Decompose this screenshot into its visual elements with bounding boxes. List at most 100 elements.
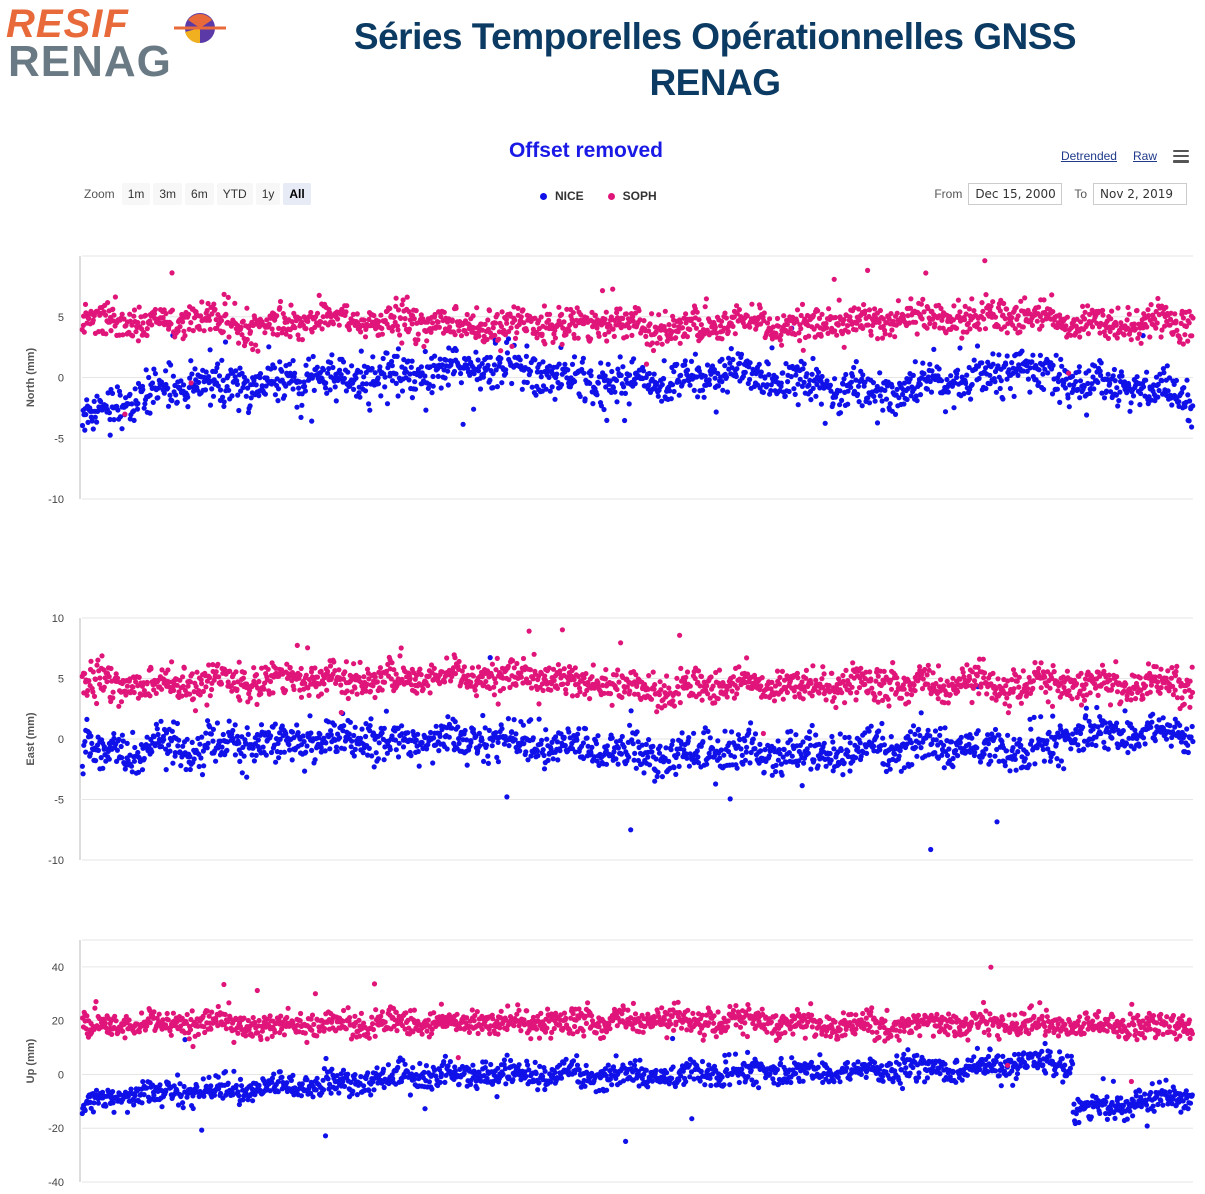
data-point xyxy=(517,357,523,363)
raw-link[interactable]: Raw xyxy=(1132,149,1157,163)
data-point xyxy=(538,374,544,380)
data-point xyxy=(752,731,759,737)
data-point xyxy=(566,328,572,334)
data-point xyxy=(175,743,181,749)
data-point xyxy=(351,661,357,667)
data-point xyxy=(787,737,794,743)
data-point xyxy=(1010,745,1016,751)
data-point xyxy=(1189,723,1195,730)
data-point xyxy=(505,336,512,342)
data-point xyxy=(292,325,298,331)
data-point xyxy=(375,375,381,381)
data-point xyxy=(848,379,855,385)
data-point xyxy=(1136,743,1142,749)
data-point xyxy=(156,385,162,391)
data-point xyxy=(1167,723,1173,729)
data-point xyxy=(504,350,510,356)
data-point xyxy=(95,657,101,663)
data-point xyxy=(778,380,784,386)
data-point xyxy=(394,353,400,359)
zoom-6m-button[interactable]: 6m xyxy=(185,183,214,205)
data-point xyxy=(486,727,492,734)
data-point xyxy=(566,729,572,735)
data-point xyxy=(129,401,135,407)
data-point xyxy=(545,757,551,764)
data-point xyxy=(747,376,753,383)
data-point xyxy=(111,417,117,423)
data-point xyxy=(84,716,90,723)
data-point xyxy=(480,712,486,719)
data-point xyxy=(432,353,438,359)
data-point xyxy=(901,380,908,386)
data-point xyxy=(841,344,847,350)
data-point xyxy=(190,328,196,334)
data-point xyxy=(775,738,781,744)
zoom-ytd-button[interactable]: YTD xyxy=(216,183,253,205)
from-date-input[interactable] xyxy=(968,183,1063,205)
data-point xyxy=(779,342,785,348)
data-point xyxy=(595,380,602,386)
data-point xyxy=(1114,720,1120,726)
data-point xyxy=(888,311,894,317)
data-point xyxy=(464,762,470,768)
data-point xyxy=(874,420,881,426)
data-point xyxy=(686,735,692,741)
data-point xyxy=(511,717,517,723)
zoom-1m-button[interactable]: 1m xyxy=(121,183,151,205)
data-point xyxy=(185,394,191,400)
data-point xyxy=(951,405,957,411)
zoom-all-button[interactable]: All xyxy=(283,183,311,205)
data-point xyxy=(169,307,175,313)
hamburger-menu-icon[interactable] xyxy=(1173,149,1189,163)
data-point xyxy=(983,385,989,392)
data-point xyxy=(1017,736,1023,743)
data-point xyxy=(643,741,649,748)
data-point xyxy=(236,340,242,346)
data-point xyxy=(79,422,86,429)
data-point xyxy=(318,691,324,697)
data-point xyxy=(957,345,963,351)
legend-item-nice[interactable]: NICE xyxy=(540,189,584,203)
data-point xyxy=(865,267,871,273)
data-point xyxy=(311,387,317,393)
data-point xyxy=(111,312,117,318)
data-point xyxy=(289,757,295,763)
data-point xyxy=(815,763,821,769)
data-point xyxy=(342,669,348,675)
data-point xyxy=(870,380,877,386)
zoom-1y-button[interactable]: 1y xyxy=(255,183,281,205)
data-point xyxy=(1036,367,1042,373)
resif-renag-logo: RESIF RENAG xyxy=(6,4,228,84)
data-point xyxy=(912,359,918,365)
legend-item-soph[interactable]: SOPH xyxy=(607,189,657,203)
data-point xyxy=(376,740,382,746)
data-point xyxy=(865,322,871,328)
data-point xyxy=(892,334,898,340)
detrended-link[interactable]: Detrended xyxy=(1060,149,1117,163)
data-point xyxy=(233,669,239,675)
data-point xyxy=(1147,334,1153,340)
data-point xyxy=(181,382,187,388)
to-date-input[interactable] xyxy=(1093,183,1187,205)
data-point xyxy=(866,400,873,406)
data-point xyxy=(853,327,859,333)
data-point xyxy=(974,745,980,751)
data-point xyxy=(130,729,136,736)
data-point xyxy=(530,735,536,741)
data-point xyxy=(735,732,742,738)
data-point xyxy=(354,311,360,317)
zoom-3m-button[interactable]: 3m xyxy=(153,183,183,205)
data-point xyxy=(486,308,493,314)
data-point xyxy=(84,692,90,698)
data-point xyxy=(528,717,534,723)
data-point xyxy=(337,367,343,373)
data-point xyxy=(673,771,679,778)
data-point xyxy=(345,695,351,702)
data-point xyxy=(641,318,647,324)
data-point xyxy=(881,742,888,748)
data-point xyxy=(1113,322,1119,328)
data-point xyxy=(245,385,251,391)
data-point xyxy=(514,330,520,336)
data-point xyxy=(773,769,779,775)
data-point xyxy=(892,411,899,417)
